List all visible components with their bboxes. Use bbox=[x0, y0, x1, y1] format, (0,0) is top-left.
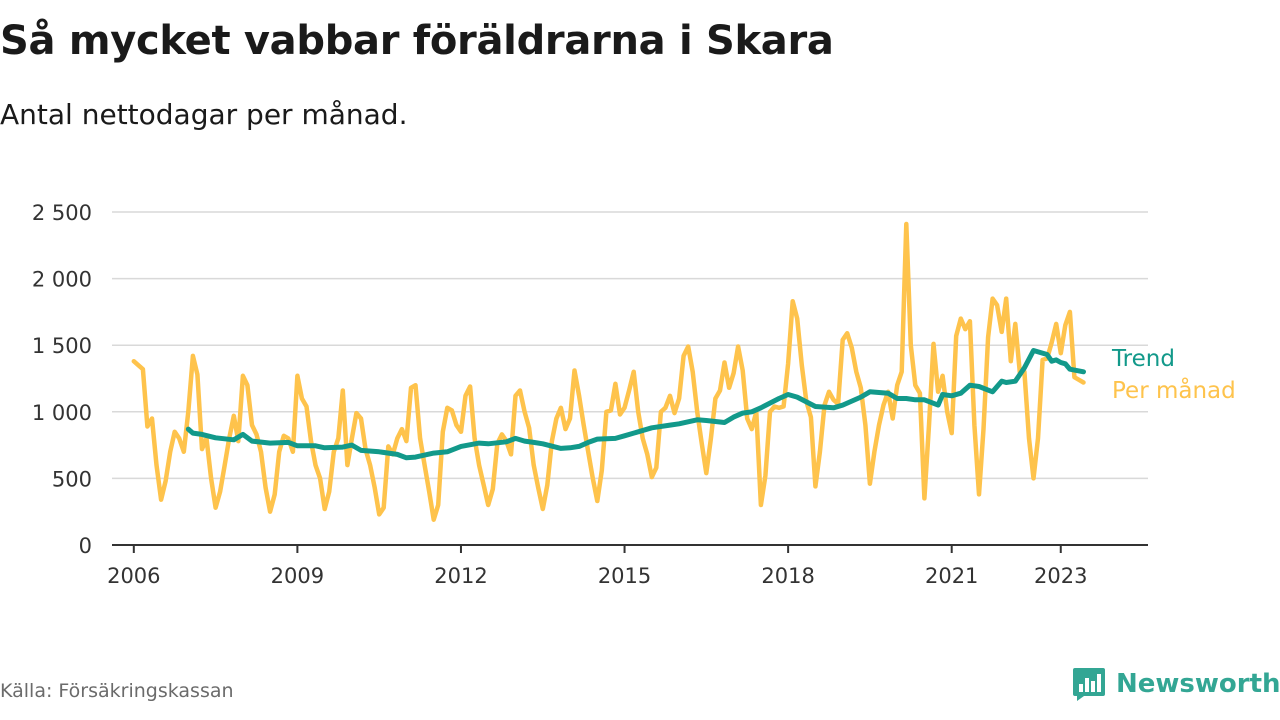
y-tick-label: 2 500 bbox=[32, 201, 92, 225]
x-tick-label: 2021 bbox=[925, 564, 978, 588]
y-tick-label: 500 bbox=[52, 467, 92, 491]
x-tick-label: 2009 bbox=[271, 564, 324, 588]
x-tick-label: 2023 bbox=[1034, 564, 1087, 588]
newsworthy-logo-icon bbox=[1073, 668, 1105, 701]
monthly-line bbox=[131, 221, 1086, 522]
y-tick-label: 1 000 bbox=[32, 401, 92, 425]
y-tick-label: 2 000 bbox=[32, 268, 92, 292]
brand-name: Newsworthy bbox=[1116, 669, 1280, 699]
x-tick-label: 2012 bbox=[434, 564, 487, 588]
x-tick-label: 2018 bbox=[761, 564, 814, 588]
chart-subtitle: Antal nettodagar per månad. bbox=[0, 98, 408, 131]
y-tick-label: 1 500 bbox=[32, 334, 92, 358]
series-label-monthly: Per månad bbox=[1112, 376, 1236, 404]
source-note: Källa: Försäkringskassan bbox=[0, 680, 234, 702]
x-tick-label: 2006 bbox=[107, 564, 160, 588]
series-label-trend: Trend bbox=[1111, 346, 1175, 372]
x-tick-label: 2015 bbox=[598, 564, 651, 588]
trend-line bbox=[185, 348, 1086, 461]
chart-title: Så mycket vabbar föräldrarna i Skara bbox=[0, 18, 834, 64]
y-tick-label: 0 bbox=[79, 534, 92, 558]
brand-logo: Newsworthy bbox=[1072, 666, 1280, 702]
